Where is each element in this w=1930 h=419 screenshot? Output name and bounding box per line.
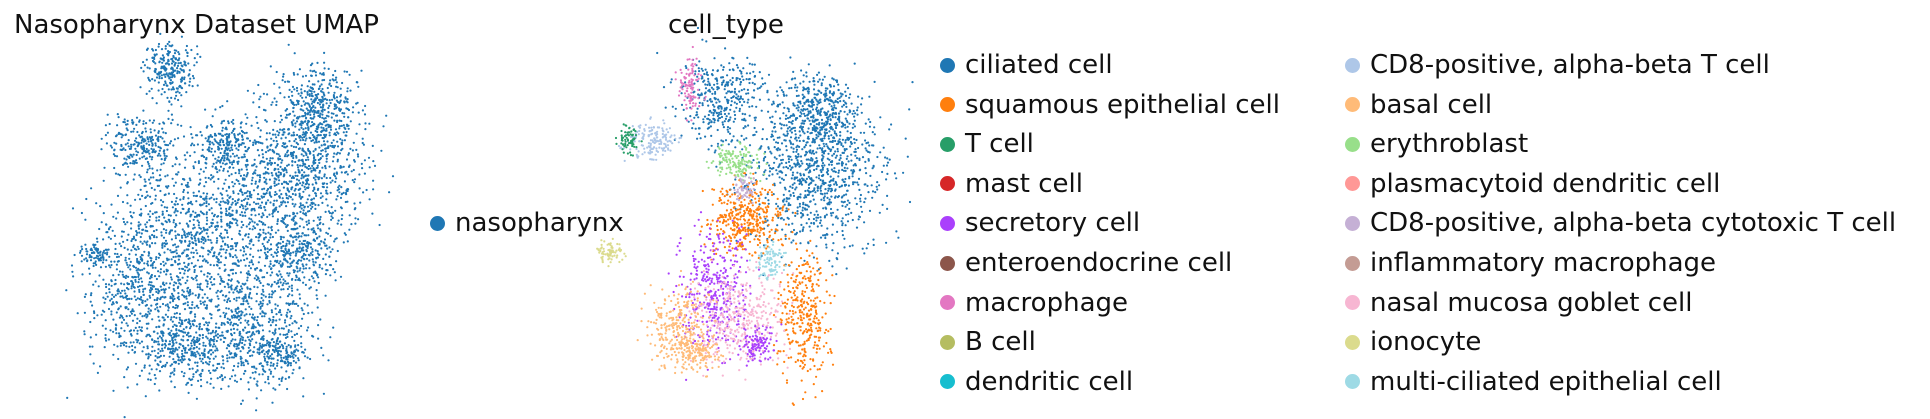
legend-label: plasmacytoid dendritic cell: [1370, 168, 1721, 199]
legend-entry: dendritic cell: [940, 367, 1133, 397]
legend-marker: [1345, 255, 1360, 271]
legend-entry: nasal mucosa goblet cell: [1345, 288, 1692, 318]
legend-label: erythroblast: [1370, 129, 1529, 160]
legend-entry: mast cell: [940, 169, 1083, 199]
legend-entry: enteroendocrine cell: [940, 248, 1232, 278]
legend-marker: [940, 215, 955, 231]
legend-marker: [940, 334, 955, 350]
legend-marker: [940, 255, 955, 271]
legend-marker: [1345, 136, 1360, 152]
legend-label: dendritic cell: [965, 366, 1134, 397]
legend-marker: [1345, 57, 1360, 73]
legend-label: nasopharynx: [455, 208, 624, 238]
legend-label: ciliated cell: [965, 50, 1113, 80]
legend-marker: [940, 295, 955, 311]
legend-label: secretory cell: [965, 208, 1141, 239]
chart-title: Nasopharynx Dataset UMAP: [14, 10, 379, 40]
legend-entry: plasmacytoid dendritic cell: [1345, 169, 1720, 199]
legend-entry-nasopharynx: nasopharynx: [430, 208, 624, 238]
legend-label: mast cell: [965, 168, 1084, 199]
legend-label: enteroendocrine cell: [965, 248, 1233, 278]
legend-entry: CD8-positive, alpha-beta T cell: [1345, 50, 1770, 80]
legend-marker: [940, 374, 955, 390]
legend-label: multi-ciliated epithelial cell: [1370, 366, 1722, 397]
legend-entry: macrophage: [940, 288, 1128, 318]
legend-marker: [1345, 374, 1360, 390]
legend-marker: [1345, 334, 1360, 350]
legend-entry: erythroblast: [1345, 129, 1528, 159]
legend-label: T cell: [965, 129, 1034, 160]
legend-label: ionocyte: [1370, 327, 1482, 358]
legend-label: CD8-positive, alpha-beta T cell: [1370, 50, 1770, 80]
legend-label: macrophage: [965, 287, 1128, 318]
legend-marker: [940, 97, 955, 113]
legend-entry: ionocyte: [1345, 327, 1481, 357]
legend-label: CD8-positive, alpha-beta cytotoxic T cel…: [1370, 208, 1897, 239]
legend-entry: T cell: [940, 129, 1034, 159]
legend-marker: [940, 57, 955, 73]
legend-marker: [940, 136, 955, 152]
legend-entry: inflammatory macrophage: [1345, 248, 1716, 278]
legend-entry: CD8-positive, alpha-beta cytotoxic T cel…: [1345, 208, 1896, 238]
legend-entry: ciliated cell: [940, 50, 1113, 80]
legend-label: squamous epithelial cell: [965, 89, 1280, 120]
legend-entry: squamous epithelial cell: [940, 90, 1280, 120]
legend-marker: [1345, 176, 1360, 192]
legend-label: B cell: [965, 327, 1036, 358]
legend-marker: [1345, 97, 1360, 113]
legend-marker: [1345, 215, 1360, 231]
legend-entry: secretory cell: [940, 208, 1140, 238]
legend-marker: [1345, 295, 1360, 311]
legend-label: basal cell: [1370, 89, 1493, 120]
legend-entry: basal cell: [1345, 90, 1492, 120]
legend-entry: B cell: [940, 327, 1036, 357]
legend-entry: multi-ciliated epithelial cell: [1345, 367, 1722, 397]
legend-label: nasal mucosa goblet cell: [1370, 287, 1693, 318]
legend-marker: [430, 215, 445, 231]
legend-marker: [940, 176, 955, 192]
legend-label: inflammatory macrophage: [1370, 248, 1717, 278]
chart-title: cell_type: [668, 10, 784, 40]
